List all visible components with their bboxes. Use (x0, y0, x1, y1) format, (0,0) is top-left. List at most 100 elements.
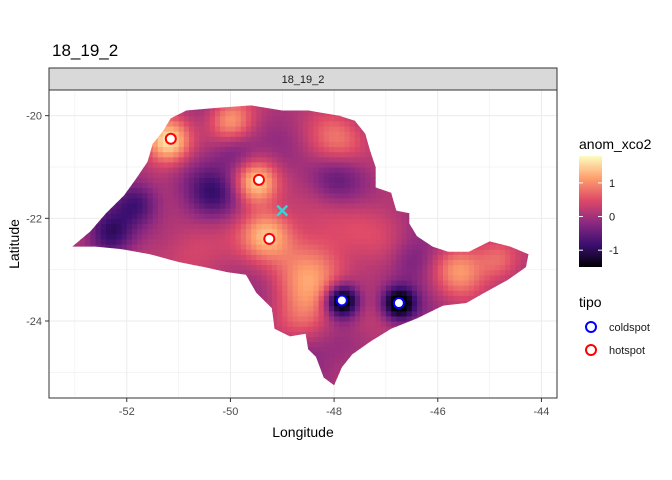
heatmap-cell (370, 218, 377, 225)
heatmap-cell (251, 120, 257, 127)
heatmap-cell (220, 244, 226, 250)
heatmap-cell (365, 315, 371, 322)
heatmap-cell (375, 244, 382, 250)
heatmap-cell (292, 167, 299, 173)
heatmap-cell (240, 197, 247, 204)
heatmap-cell (240, 264, 247, 271)
heatmap-cell (313, 167, 320, 173)
heatmap-cell (468, 279, 475, 286)
heatmap-cell (344, 274, 351, 281)
heatmap-cell (318, 367, 325, 373)
heatmap-cell (240, 259, 247, 266)
heatmap-cell (225, 238, 232, 245)
colorbar-ticks: 10-1 (579, 178, 619, 257)
legend-key-coldspot (585, 321, 597, 333)
heatmap-cell (266, 125, 273, 132)
heatmap-cell (282, 208, 289, 214)
heatmap-cell (437, 259, 444, 266)
heatmap-cell (121, 197, 128, 204)
heatmap-cell (194, 141, 200, 148)
heatmap-cell (328, 362, 335, 368)
heatmap-cell (152, 202, 159, 209)
heatmap-cell (297, 141, 304, 148)
heatmap-cell (401, 315, 408, 322)
heatmap-cell (152, 161, 159, 168)
heatmap-cell (448, 254, 454, 260)
heatmap-cell (303, 274, 309, 281)
x-tick-label: -52 (119, 406, 135, 418)
heatmap-cell (220, 202, 226, 209)
heatmap-cell (266, 161, 273, 168)
heatmap-cell (251, 105, 257, 112)
heatmap-cell (266, 249, 273, 255)
heatmap-cell (147, 228, 154, 235)
heatmap-cell (474, 249, 480, 255)
heatmap-cell (323, 172, 330, 178)
heatmap-cell (111, 218, 117, 225)
heatmap-cell (199, 161, 206, 168)
heatmap-cell (240, 177, 247, 183)
heatmap-cell (349, 326, 356, 332)
heatmap-cell (245, 274, 252, 281)
heatmap-cell (349, 151, 356, 158)
heatmap-cell (432, 305, 439, 312)
heatmap-cell (147, 233, 154, 240)
heatmap-cell (168, 244, 174, 250)
heatmap-cell (422, 259, 428, 266)
heatmap-cell (385, 213, 392, 219)
heatmap-cell (308, 120, 314, 127)
heatmap-cell (323, 131, 330, 137)
heatmap-cell (287, 177, 294, 183)
heatmap-cell (385, 197, 392, 204)
heatmap-cell (323, 259, 330, 266)
heatmap-cell (411, 274, 418, 281)
heatmap-cell (505, 244, 511, 250)
heatmap-cell (183, 223, 190, 230)
heatmap-cell (308, 326, 314, 332)
heatmap-cell (380, 233, 387, 240)
heatmap-cell (303, 228, 309, 235)
heatmap-cell (484, 264, 491, 271)
heatmap-cell (209, 120, 216, 127)
heatmap-cell (344, 279, 351, 286)
heatmap-cell (204, 228, 211, 235)
heatmap-cell (370, 192, 377, 199)
heatmap-cell (230, 208, 237, 214)
heatmap-cell (494, 274, 501, 281)
heatmap-cell (474, 254, 480, 260)
heatmap-cell (308, 202, 314, 209)
heatmap-cell (137, 233, 143, 240)
heatmap-cell (204, 156, 211, 163)
heatmap-cell (121, 233, 128, 240)
heatmap-cell (417, 244, 423, 250)
heatmap-cell (173, 228, 180, 235)
heatmap-cell (380, 202, 387, 209)
heatmap-cell (453, 259, 460, 266)
heatmap-cell (256, 105, 263, 112)
heatmap-cell (308, 290, 314, 296)
heatmap-cell (334, 233, 340, 240)
heatmap-cell (220, 254, 226, 260)
heatmap-cell (230, 254, 237, 260)
heatmap-cell (344, 244, 351, 250)
heatmap-cell (188, 192, 195, 199)
heatmap-cell (380, 321, 387, 327)
heatmap-cell (328, 192, 335, 199)
heatmap-cell (204, 136, 211, 142)
heatmap-cell (152, 218, 159, 225)
heatmap-cell (349, 264, 356, 271)
heatmap-cell (121, 208, 128, 214)
heatmap-cell (240, 244, 247, 250)
heatmap-cell (261, 285, 268, 291)
heatmap-cell (365, 233, 371, 240)
heatmap-cell (401, 238, 408, 245)
heatmap-cell (204, 172, 211, 178)
heatmap-cell (266, 208, 273, 214)
heatmap-cell (225, 233, 232, 240)
hotspot-point (164, 132, 177, 145)
heatmap-cell (375, 238, 382, 245)
heatmap-cell (344, 356, 351, 363)
heatmap-cell (163, 208, 169, 214)
heatmap-cell (230, 244, 237, 250)
heatmap-cell (349, 331, 356, 337)
